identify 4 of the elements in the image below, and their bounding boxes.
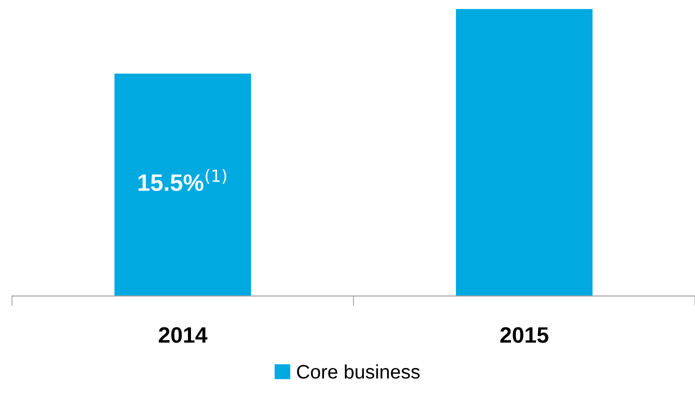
x-tick-label: 2014 [158,327,208,343]
data-label: 15.5%$^{(1)}$ [138,169,226,191]
x-tick-label: 2015 [500,327,548,343]
legend-label: Core business [297,364,420,379]
